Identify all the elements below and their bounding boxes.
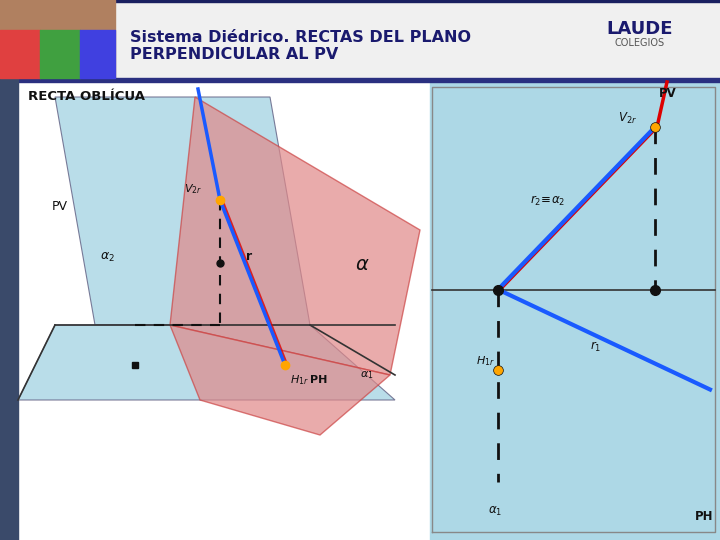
Text: PV: PV <box>659 87 677 100</box>
Text: $H_{1r}$: $H_{1r}$ <box>476 354 495 368</box>
Polygon shape <box>170 97 420 375</box>
Text: PV: PV <box>52 200 68 213</box>
Text: RECTA OBLÍCUA: RECTA OBLÍCUA <box>28 90 145 103</box>
Text: PH: PH <box>695 510 714 523</box>
Text: $V_{2r}$: $V_{2r}$ <box>618 111 637 126</box>
Text: $V_{2r}$: $V_{2r}$ <box>184 182 202 196</box>
Text: $\alpha_2$: $\alpha_2$ <box>100 251 115 264</box>
Polygon shape <box>55 97 310 325</box>
Text: $\alpha_1$: $\alpha_1$ <box>488 505 503 518</box>
FancyBboxPatch shape <box>0 0 720 78</box>
Text: $r_1$: $r_1$ <box>590 340 601 354</box>
Polygon shape <box>18 325 395 400</box>
Text: PH: PH <box>310 375 328 385</box>
Text: $H_{1r}$: $H_{1r}$ <box>290 373 309 387</box>
Text: $\alpha_1$: $\alpha_1$ <box>360 369 374 381</box>
Text: $r_2\!\equiv\!\alpha_2$: $r_2\!\equiv\!\alpha_2$ <box>530 194 565 208</box>
Text: $\mathbf{r}$: $\mathbf{r}$ <box>245 250 253 263</box>
Text: LAUDE: LAUDE <box>607 20 673 38</box>
FancyBboxPatch shape <box>0 0 115 78</box>
Polygon shape <box>170 325 390 435</box>
Text: COLEGIOS: COLEGIOS <box>615 38 665 48</box>
Text: Sistema Diédrico. RECTAS DEL PLANO
PERPENDICULAR AL PV: Sistema Diédrico. RECTAS DEL PLANO PERPE… <box>130 30 471 63</box>
Text: $\alpha$: $\alpha$ <box>355 255 369 274</box>
